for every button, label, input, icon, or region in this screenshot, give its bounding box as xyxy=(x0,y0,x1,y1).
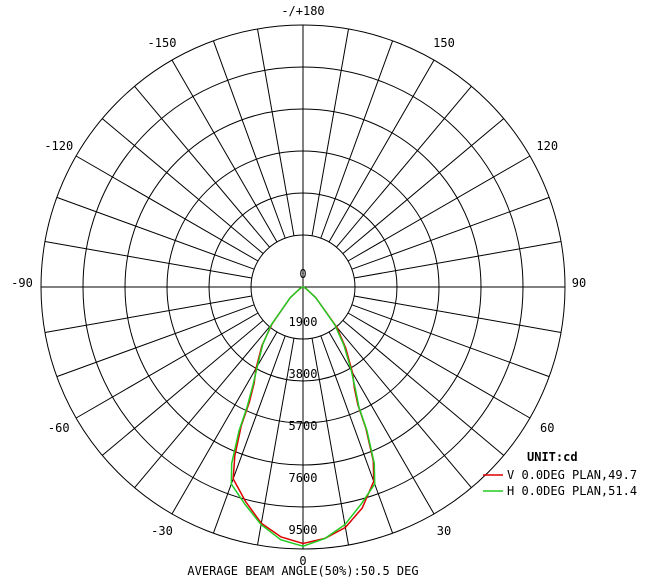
radial-tick-label: 1900 xyxy=(289,315,318,329)
grid-spoke xyxy=(351,196,550,270)
grid-spoke xyxy=(101,320,264,456)
grid-spoke xyxy=(347,312,531,419)
grid-spoke xyxy=(342,320,505,456)
grid-spoke xyxy=(56,304,255,378)
grid-spoke xyxy=(336,85,472,248)
radial-tick-label: 7600 xyxy=(289,471,318,485)
series-curve-h-plan xyxy=(230,286,376,547)
grid-spoke xyxy=(171,331,278,515)
grid-spoke xyxy=(342,118,505,254)
radial-tick-label: 9500 xyxy=(289,523,318,537)
angle-label: 120 xyxy=(536,139,558,153)
grid-spoke xyxy=(134,85,270,248)
angle-label: -120 xyxy=(44,139,73,153)
grid-spoke xyxy=(328,331,435,515)
angle-label: -150 xyxy=(148,36,177,50)
polar-grid xyxy=(40,24,566,550)
angle-label: -90 xyxy=(11,276,33,290)
grid-spoke xyxy=(320,40,394,239)
radial-tick-label: 0 xyxy=(299,554,306,568)
grid-spoke xyxy=(354,241,562,279)
grid-spoke xyxy=(212,40,286,239)
grid-spoke xyxy=(212,335,286,534)
radial-tick-label: 5700 xyxy=(289,419,318,433)
grid-spoke xyxy=(336,326,472,489)
legend-entry: H 0.0DEG PLAN,51.4 xyxy=(507,484,637,498)
grid-spoke xyxy=(75,155,259,262)
grid-spoke xyxy=(257,338,295,546)
grid-spoke xyxy=(351,304,550,378)
intensity-curves xyxy=(230,286,376,547)
grid-spoke xyxy=(75,312,259,419)
angle-label: 90 xyxy=(572,276,586,290)
grid-spoke xyxy=(328,59,435,243)
grid-spoke xyxy=(311,28,349,236)
beam-angle-footer: AVERAGE BEAM ANGLE(50%):50.5 DEG xyxy=(187,564,418,577)
grid-spoke xyxy=(44,295,252,333)
grid-spoke xyxy=(56,196,255,270)
grid-spoke xyxy=(347,155,531,262)
angle-label: -30 xyxy=(151,524,173,538)
grid-spoke xyxy=(311,338,349,546)
radial-tick-label: 3800 xyxy=(289,367,318,381)
radial-tick-label: 0 xyxy=(299,267,306,281)
legend: UNIT:cd V 0.0DEG PLAN,49.7 H 0.0DEG PLAN,… xyxy=(483,450,637,498)
chart-labels: 0 1900 3800 5700 7600 9500 0 30 60 90 120 150 -/+180… xyxy=(11,4,586,568)
angle-label: 150 xyxy=(433,36,455,50)
angle-label: -/+180 xyxy=(281,4,324,18)
legend-entry: V 0.0DEG PLAN,49.7 xyxy=(507,468,637,482)
grid-spoke xyxy=(44,241,252,279)
angle-label: 30 xyxy=(437,524,451,538)
grid-spoke xyxy=(257,28,295,236)
grid-spoke xyxy=(101,118,264,254)
angle-label: 60 xyxy=(540,421,554,435)
grid-spoke xyxy=(320,335,394,534)
angle-label: -60 xyxy=(48,421,70,435)
grid-spoke xyxy=(171,59,278,243)
unit-label: UNIT:cd xyxy=(527,450,578,464)
grid-spoke xyxy=(134,326,270,489)
grid-spoke xyxy=(354,295,562,333)
